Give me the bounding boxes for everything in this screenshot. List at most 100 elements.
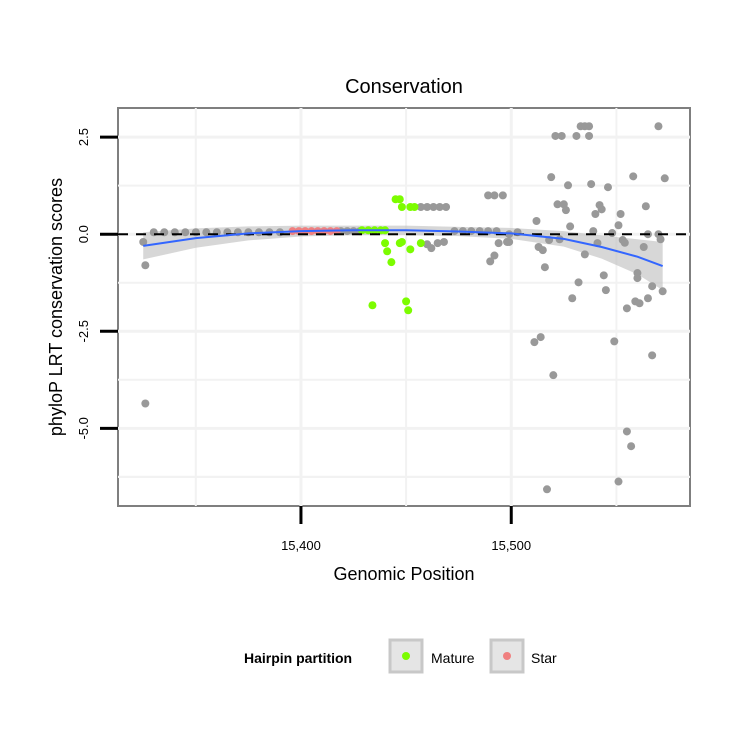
- data-point-other: [585, 131, 594, 140]
- data-point-other: [599, 271, 608, 280]
- data-point-mature: [397, 237, 406, 246]
- data-point-other: [429, 203, 438, 212]
- data-point-other: [433, 239, 442, 248]
- data-point-other: [585, 122, 594, 131]
- data-point-other: [486, 257, 495, 266]
- data-point-other: [597, 205, 606, 214]
- data-point-other: [643, 294, 652, 303]
- data-point-other: [572, 131, 581, 140]
- data-points: [139, 122, 669, 494]
- data-point-mature: [387, 258, 396, 267]
- data-point-other: [423, 203, 432, 212]
- data-point-other: [568, 294, 577, 303]
- data-point-other: [656, 235, 665, 244]
- legend: Hairpin partition Mature Star: [244, 638, 557, 674]
- data-point-other: [141, 399, 150, 408]
- data-point-mature: [410, 203, 419, 212]
- data-point-other: [553, 200, 562, 209]
- axes: 15,400 15,500 2.5 0.0 -2.5 -5.0: [76, 128, 531, 553]
- data-point-mature: [402, 297, 411, 306]
- legend-title: Hairpin partition: [244, 650, 352, 666]
- data-point-other: [622, 304, 631, 313]
- data-point-mature: [397, 203, 406, 212]
- y-tick-label: -5.0: [76, 417, 91, 439]
- data-point-other: [505, 237, 514, 246]
- data-point-other: [648, 351, 657, 360]
- data-point-other: [439, 237, 448, 246]
- confidence-ribbon: [143, 225, 663, 291]
- data-point-other: [629, 172, 638, 181]
- data-point-other: [530, 338, 539, 347]
- data-point-other: [139, 237, 148, 246]
- data-point-other: [498, 191, 507, 200]
- data-point-other: [549, 371, 558, 380]
- data-point-mature: [395, 195, 404, 204]
- data-point-other: [591, 210, 600, 219]
- series-other: [139, 122, 669, 494]
- data-point-other: [442, 203, 451, 212]
- data-point-other: [427, 244, 436, 253]
- data-point-other: [564, 181, 573, 190]
- data-point-other: [635, 299, 644, 308]
- data-point-other: [490, 251, 499, 260]
- data-point-other: [435, 203, 444, 212]
- data-point-other: [610, 337, 619, 346]
- data-point-other: [616, 210, 625, 219]
- data-point-other: [551, 131, 560, 140]
- legend-swatch-star: [503, 652, 511, 660]
- data-point-other: [614, 477, 623, 486]
- data-point-other: [641, 202, 650, 211]
- data-point-other: [648, 282, 657, 291]
- data-point-mature: [404, 306, 413, 315]
- x-tick-label: 15,400: [281, 538, 321, 553]
- data-point-other: [639, 243, 648, 252]
- data-point-other: [561, 206, 570, 215]
- legend-swatch-mature: [402, 652, 410, 660]
- plot-panel: [117, 107, 691, 507]
- data-point-other: [557, 131, 566, 140]
- data-point-other: [622, 427, 631, 436]
- grid-lines: [118, 108, 690, 506]
- data-point-mature: [368, 301, 377, 310]
- data-point-other: [566, 222, 575, 231]
- x-axis-label: Genomic Position: [333, 564, 474, 584]
- data-point-other: [540, 263, 549, 272]
- data-point-other: [601, 286, 610, 295]
- data-point-mature: [383, 247, 392, 256]
- data-point-other: [654, 122, 663, 131]
- data-point-other: [416, 203, 425, 212]
- smooth-trend-line: [143, 229, 664, 267]
- y-tick-label: 2.5: [76, 128, 91, 146]
- data-point-other: [580, 250, 589, 259]
- confidence-band: [143, 225, 663, 291]
- data-point-other: [538, 246, 547, 255]
- data-point-other: [547, 173, 556, 182]
- data-point-other: [141, 261, 150, 270]
- data-point-other: [490, 191, 499, 200]
- data-point-other: [543, 485, 551, 494]
- data-point-mature: [416, 239, 425, 248]
- data-point-other: [614, 221, 623, 230]
- data-point-other: [608, 229, 617, 238]
- data-point-other: [660, 174, 669, 183]
- data-point-other: [181, 228, 190, 237]
- x-tick-label: 15,500: [491, 538, 531, 553]
- series-mature: [357, 195, 425, 315]
- data-point-other: [494, 239, 503, 248]
- data-point-other: [603, 183, 612, 192]
- y-tick-label: 0.0: [76, 225, 91, 243]
- data-point-other: [627, 442, 636, 451]
- data-point-other: [587, 180, 596, 189]
- legend-label-star: Star: [531, 650, 557, 666]
- data-point-other: [574, 278, 583, 287]
- legend-label-mature: Mature: [431, 650, 475, 666]
- y-tick-label: -2.5: [76, 320, 91, 342]
- data-point-mature: [381, 239, 390, 248]
- data-point-other: [633, 274, 642, 283]
- data-point-mature: [406, 245, 415, 254]
- chart-title: Conservation: [345, 76, 463, 98]
- data-point-other: [620, 238, 629, 247]
- data-point-other: [536, 333, 545, 342]
- data-point-other: [658, 287, 667, 296]
